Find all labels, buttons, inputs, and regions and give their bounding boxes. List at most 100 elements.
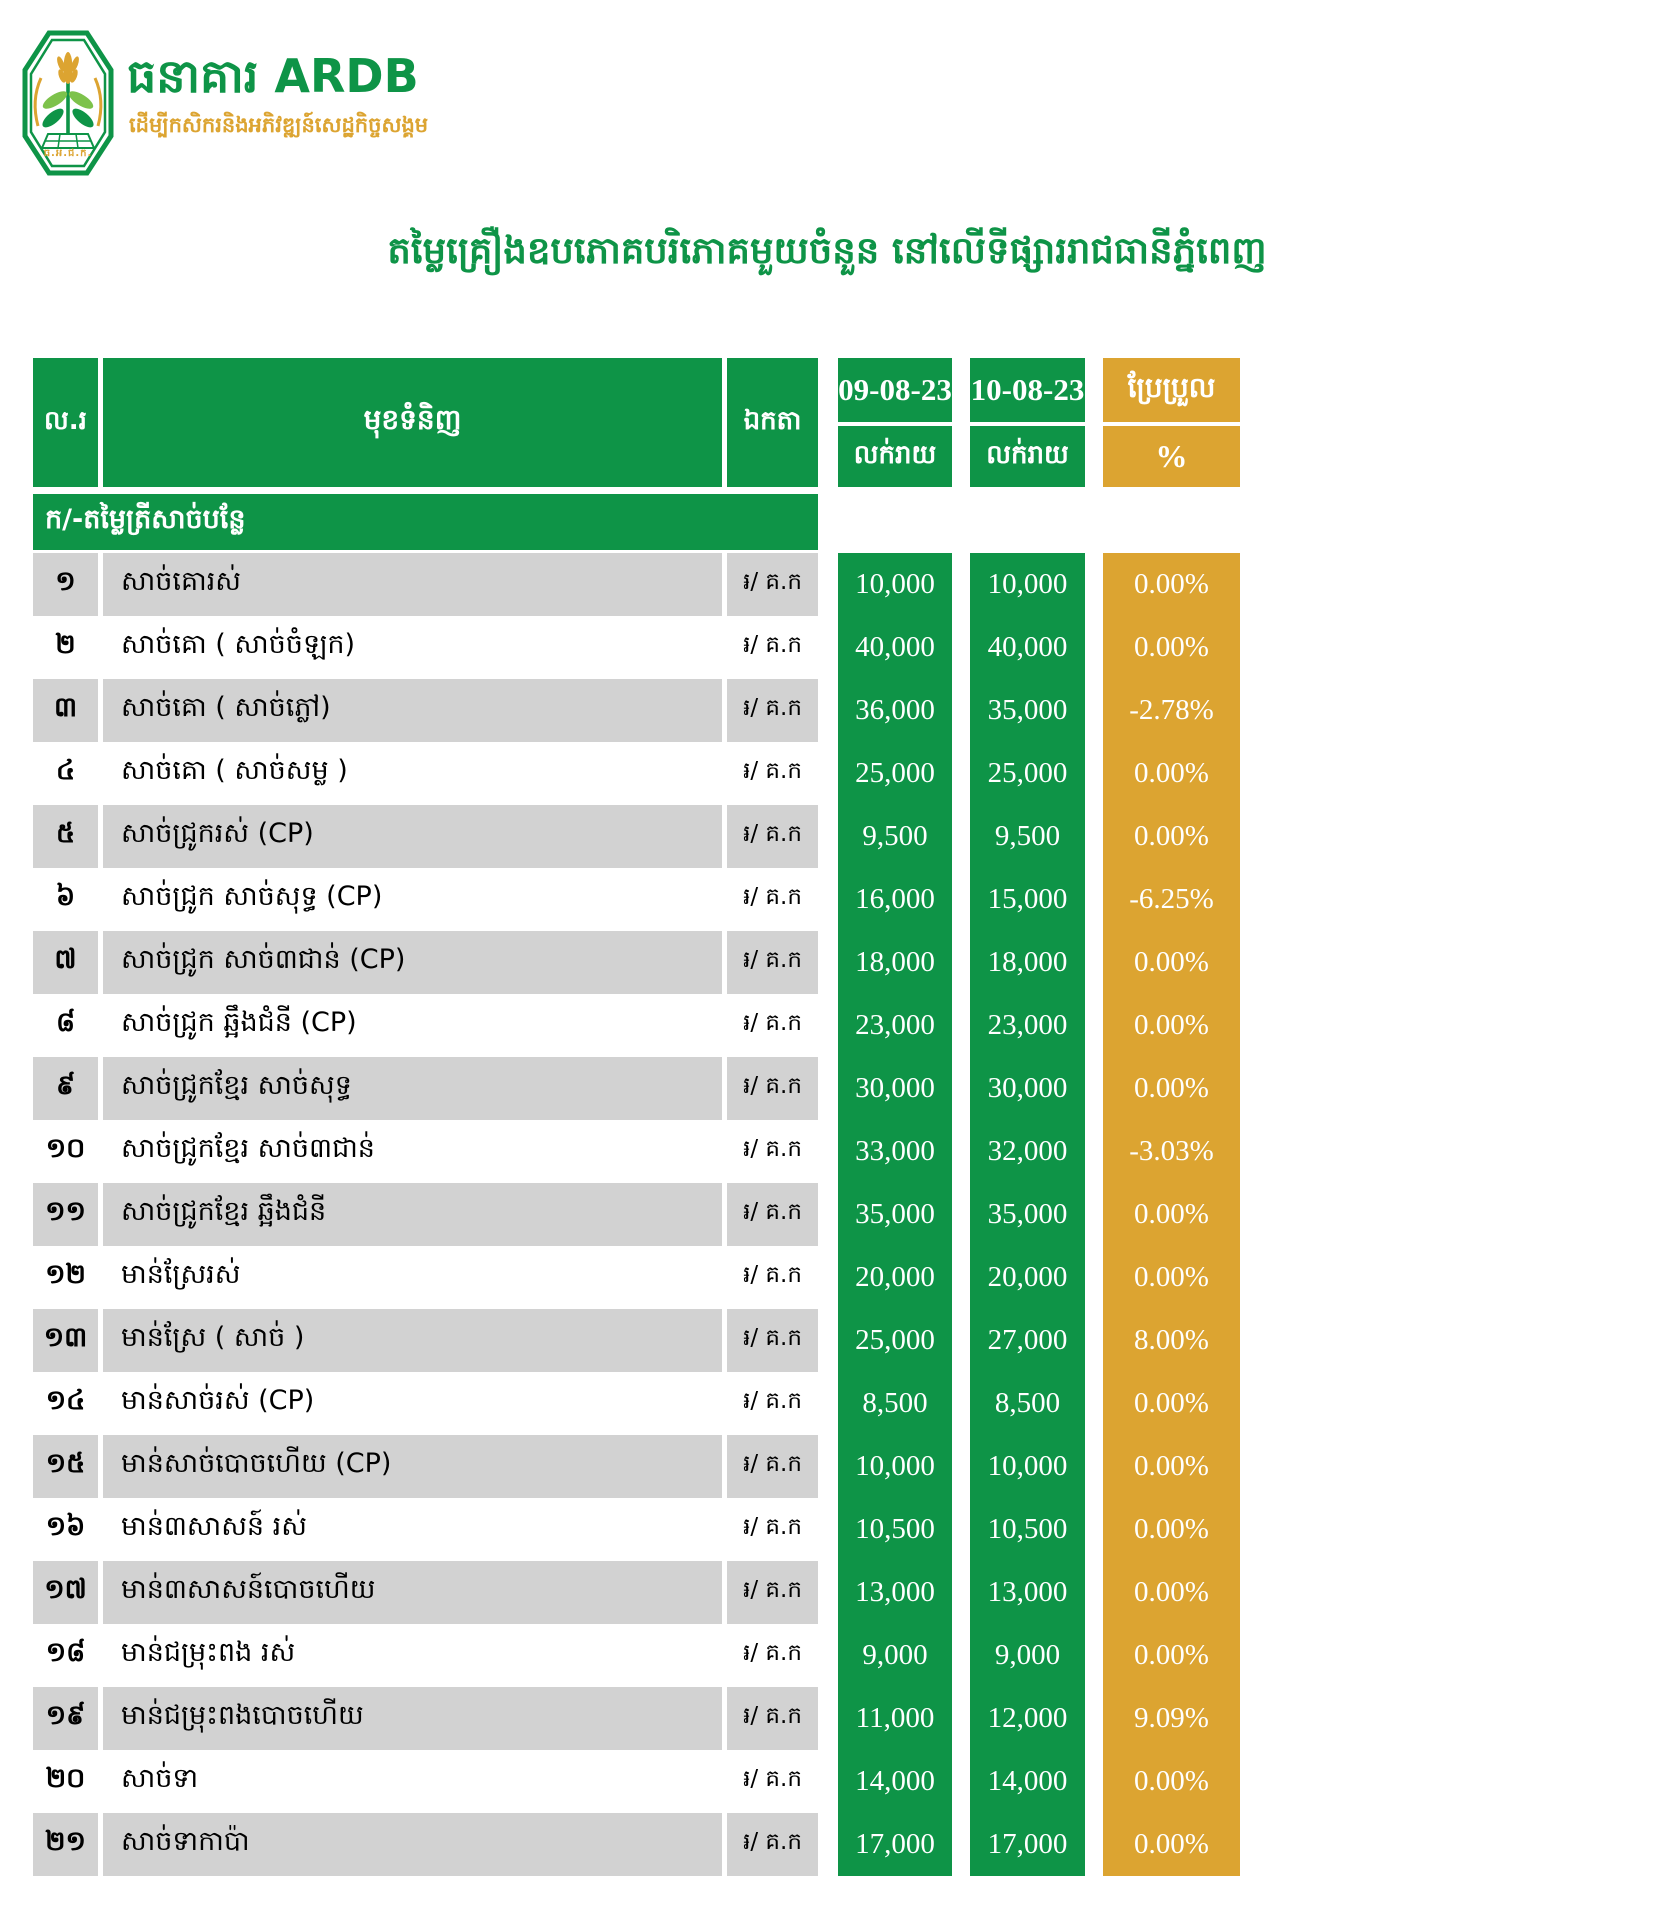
unit-cell: ៛/ គ.ក bbox=[727, 1435, 818, 1498]
table-row: ៥សាច់ជ្រូករស់ (CP) ៛/ គ.ក bbox=[33, 805, 818, 868]
column-divider bbox=[98, 1057, 103, 1120]
column-divider bbox=[722, 868, 727, 931]
item-name: មាន់ជម្រុះពង រស់ bbox=[103, 1624, 722, 1687]
row-number: ១១ bbox=[33, 1183, 98, 1246]
unit-cell: ៛/ គ.ក bbox=[727, 1498, 818, 1561]
change-cell: 0.00% bbox=[1134, 1765, 1209, 1797]
row-number: ៦ bbox=[33, 868, 98, 931]
section-header: ក/-តម្លៃត្រីសាច់បន្លែ bbox=[33, 494, 818, 550]
price-cell-date1: 10,000 bbox=[855, 568, 935, 600]
price-cell-date2: 12,000 bbox=[987, 1702, 1068, 1734]
column-divider bbox=[722, 1498, 727, 1561]
row-number: ១៤ bbox=[33, 1372, 98, 1435]
price-cell-date2: 10,000 bbox=[987, 568, 1068, 600]
price-column-date2: 10,000 40,000 35,000 25,000 9,500 15,000 18,00… bbox=[970, 553, 1085, 1876]
table-row: ៧សាច់ជ្រូក សាច់៣ជាន់ (CP) ៛/ គ.ក bbox=[33, 931, 818, 994]
change-cell: 0.00% bbox=[1134, 820, 1209, 852]
column-divider bbox=[722, 1372, 727, 1435]
item-name: មាន់ស្រែ ( សាច់ ) bbox=[103, 1309, 722, 1372]
price-cell-date2: 17,000 bbox=[987, 1828, 1068, 1860]
column-divider bbox=[722, 1750, 727, 1813]
row-number: ១៩ bbox=[33, 1687, 98, 1750]
row-number: ៤ bbox=[33, 742, 98, 805]
date2-label: 10-08-23 bbox=[970, 358, 1085, 422]
unit-cell: ៛/ គ.ក bbox=[727, 679, 818, 742]
unit-cell: ៛/ គ.ក bbox=[727, 1750, 818, 1813]
price-cell-date2: 13,000 bbox=[987, 1576, 1068, 1608]
table-row: ៩សាច់ជ្រូកខ្មែរ សាច់សុទ្ធ ៛/ គ.ក bbox=[33, 1057, 818, 1120]
column-divider bbox=[98, 868, 103, 931]
change-cell: 9.09% bbox=[1134, 1702, 1209, 1734]
column-divider bbox=[98, 931, 103, 994]
change-cell: -6.25% bbox=[1129, 883, 1214, 915]
col-header-date2: 10-08-23 លក់រាយ bbox=[970, 358, 1085, 487]
item-name: សាច់ទាកាប៉ា bbox=[103, 1813, 722, 1876]
price-column-date1: 10,000 40,000 36,000 25,000 9,500 16,000 18,00… bbox=[838, 553, 952, 1876]
unit-cell: ៛/ គ.ក bbox=[727, 1687, 818, 1750]
item-name: មាន់សាច់បោចហើយ (CP) bbox=[103, 1435, 722, 1498]
item-name: សាច់ជ្រូករស់ (CP) bbox=[103, 805, 722, 868]
unit-cell: ៛/ គ.ក bbox=[727, 1372, 818, 1435]
col-header-date1: 09-08-23 លក់រាយ bbox=[838, 358, 952, 487]
item-name: សាច់ជ្រូក សាច់សុទ្ធ (CP) bbox=[103, 868, 722, 931]
column-divider bbox=[98, 742, 103, 805]
price-cell-date2: 14,000 bbox=[987, 1765, 1068, 1797]
column-divider bbox=[98, 616, 103, 679]
price-cell-date2: 23,000 bbox=[987, 1009, 1068, 1041]
change-cell: 0.00% bbox=[1134, 1450, 1209, 1482]
table-row: ៨សាច់ជ្រូក ឆ្អឹងជំនី (CP) ៛/ គ.ក bbox=[33, 994, 818, 1057]
column-divider bbox=[722, 742, 727, 805]
column-divider bbox=[722, 931, 727, 994]
price-cell-date2: 35,000 bbox=[987, 1198, 1068, 1230]
item-rows: ១សាច់គោរស់ ៛/ គ.ក២សាច់គោ ( សាច់ចំឡក) ៛/ គ.… bbox=[33, 553, 818, 1876]
column-divider bbox=[722, 1246, 727, 1309]
unit-cell: ៛/ គ.ក bbox=[727, 742, 818, 805]
column-divider bbox=[98, 1246, 103, 1309]
price-cell-date1: 10,500 bbox=[855, 1513, 935, 1545]
price-cell-date2: 35,000 bbox=[987, 694, 1068, 726]
unit-cell: ៛/ គ.ក bbox=[727, 805, 818, 868]
price-cell-date1: 8,500 bbox=[862, 1387, 928, 1419]
price-cell-date2: 25,000 bbox=[987, 757, 1068, 789]
column-divider bbox=[722, 1624, 727, 1687]
change-cell: 8.00% bbox=[1134, 1324, 1209, 1356]
column-divider bbox=[98, 679, 103, 742]
column-divider bbox=[722, 1435, 727, 1498]
change-cell: 0.00% bbox=[1134, 1513, 1209, 1545]
column-divider bbox=[722, 1813, 727, 1876]
row-number: ១៥ bbox=[33, 1435, 98, 1498]
change-cell: 0.00% bbox=[1134, 568, 1209, 600]
table-row: ១១ សាច់ជ្រូកខ្មែរ ឆ្អឹងជំនី ៛/ គ.ក bbox=[33, 1183, 818, 1246]
table-row: ១៧ មាន់៣សាសន៍បោចហើយ ៛/ គ.ក bbox=[33, 1561, 818, 1624]
change-cell: 0.00% bbox=[1134, 1072, 1209, 1104]
unit-cell: ៛/ គ.ក bbox=[727, 616, 818, 679]
date1-label: 09-08-23 bbox=[838, 358, 952, 422]
table-row: ២សាច់គោ ( សាច់ចំឡក) ៛/ គ.ក bbox=[33, 616, 818, 679]
change-cell: 0.00% bbox=[1134, 1009, 1209, 1041]
column-divider bbox=[98, 1561, 103, 1624]
unit-cell: ៛/ គ.ក bbox=[727, 1057, 818, 1120]
change-cell: 0.00% bbox=[1134, 1198, 1209, 1230]
column-divider bbox=[98, 1624, 103, 1687]
column-divider bbox=[722, 994, 727, 1057]
unit-cell: ៛/ គ.ក bbox=[727, 868, 818, 931]
price-cell-date1: 23,000 bbox=[855, 1009, 935, 1041]
change-cell: -2.78% bbox=[1129, 694, 1214, 726]
column-divider bbox=[98, 1813, 103, 1876]
column-divider bbox=[722, 1309, 727, 1372]
unit-cell: ៛/ គ.ក bbox=[727, 994, 818, 1057]
table-row: ១៩ មាន់ជម្រុះពងបោចហើយ ៛/ គ.ក bbox=[33, 1687, 818, 1750]
column-divider bbox=[722, 679, 727, 742]
price-cell-date1: 14,000 bbox=[855, 1765, 935, 1797]
row-number: ១០ bbox=[33, 1120, 98, 1183]
change-cell: -3.03% bbox=[1129, 1135, 1214, 1167]
price-cell-date1: 17,000 bbox=[855, 1828, 935, 1860]
unit-cell: ៛/ គ.ក bbox=[727, 1813, 818, 1876]
row-number: ១២ bbox=[33, 1246, 98, 1309]
price-cell-date2: 8,500 bbox=[994, 1387, 1061, 1419]
item-name: សាច់ទា bbox=[103, 1750, 722, 1813]
price-cell-date1: 11,000 bbox=[855, 1702, 935, 1734]
change-cell: 0.00% bbox=[1134, 1639, 1209, 1671]
price-table: ល.រ មុខទំនិញ ឯកតា 09-08-23 លក់រាយ 10-08-… bbox=[33, 358, 1240, 1880]
retail-label: លក់រាយ bbox=[970, 426, 1085, 487]
